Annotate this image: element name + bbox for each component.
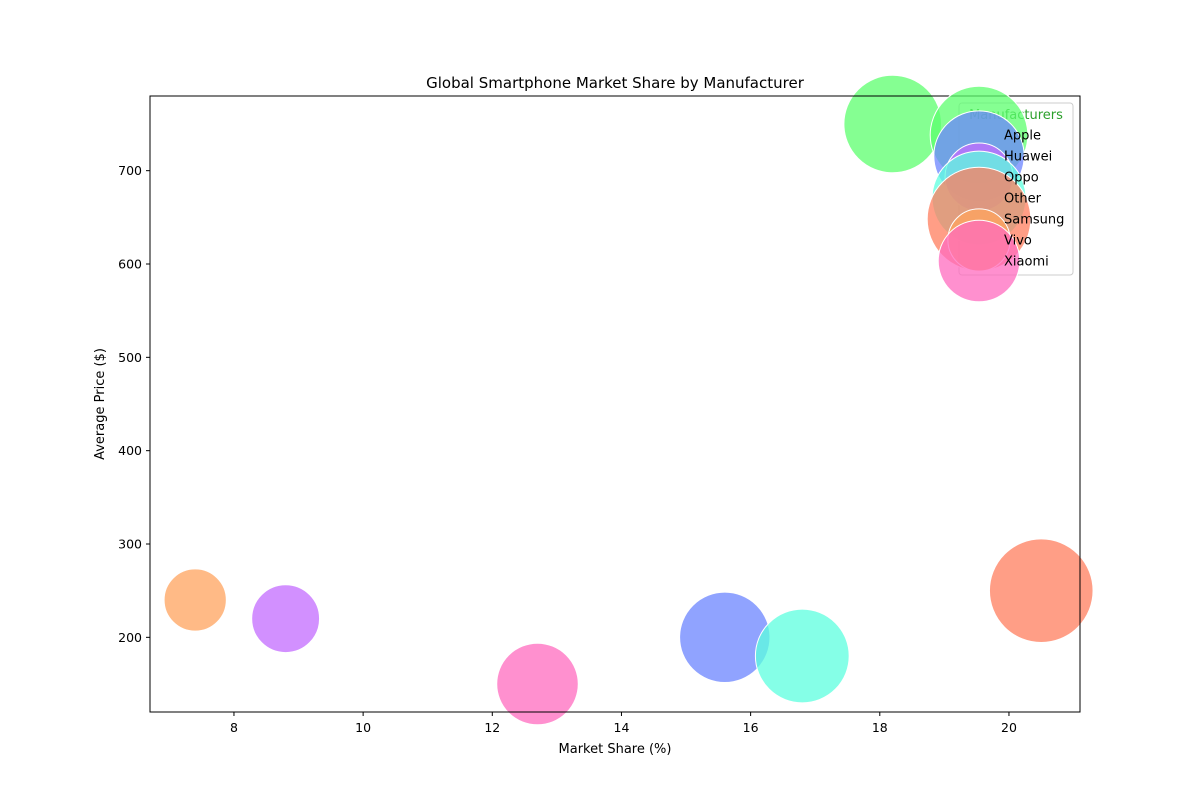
legend: ManufacturersAppleHuaweiOppoOtherSamsung…	[926, 85, 1074, 303]
y-tick-label: 600	[118, 257, 142, 272]
bubble-vivo	[163, 568, 227, 632]
x-tick-label: 12	[484, 720, 500, 735]
y-tick-label: 700	[118, 163, 142, 178]
chart-title: Global Smartphone Market Share by Manufa…	[426, 74, 805, 92]
legend-label-xiaomi: Xiaomi	[1004, 255, 1049, 270]
y-tick-label: 300	[118, 537, 142, 552]
plot-area: 8 10 12 14 16 18 20 200 300 400 500 600 700	[118, 74, 1094, 735]
x-tick-label: 20	[1001, 720, 1017, 735]
plot-frame	[149, 95, 1081, 713]
bubble-other	[754, 608, 850, 704]
bubble-samsung	[988, 538, 1094, 643]
legend-label-vivo: Vivo	[1004, 234, 1032, 249]
y-tick-label: 500	[118, 350, 142, 365]
legend-marker-xiaomi	[937, 219, 1021, 303]
y-axis-label: Average Price ($)	[93, 348, 108, 460]
x-axis-label: Market Share (%)	[559, 742, 672, 757]
x-tick-label: 16	[743, 720, 759, 735]
bubble-apple	[843, 74, 943, 174]
x-tick-label: 8	[230, 720, 238, 735]
bubble-oppo	[251, 584, 321, 654]
legend-label-oppo: Oppo	[1004, 171, 1039, 186]
bubble-xiaomi	[496, 642, 579, 726]
bubble-huawei	[679, 591, 771, 684]
y-tick-label: 200	[118, 630, 142, 645]
legend-label-apple: Apple	[1004, 129, 1041, 144]
legend-label-huawei: Huawei	[1004, 150, 1052, 165]
x-tick-label: 10	[355, 720, 371, 735]
legend-label-other: Other	[1004, 192, 1042, 207]
legend-label-samsung: Samsung	[1004, 213, 1064, 228]
y-tick-label: 400	[118, 443, 142, 458]
x-tick-label: 14	[614, 720, 630, 735]
x-tick-label: 18	[872, 720, 888, 735]
